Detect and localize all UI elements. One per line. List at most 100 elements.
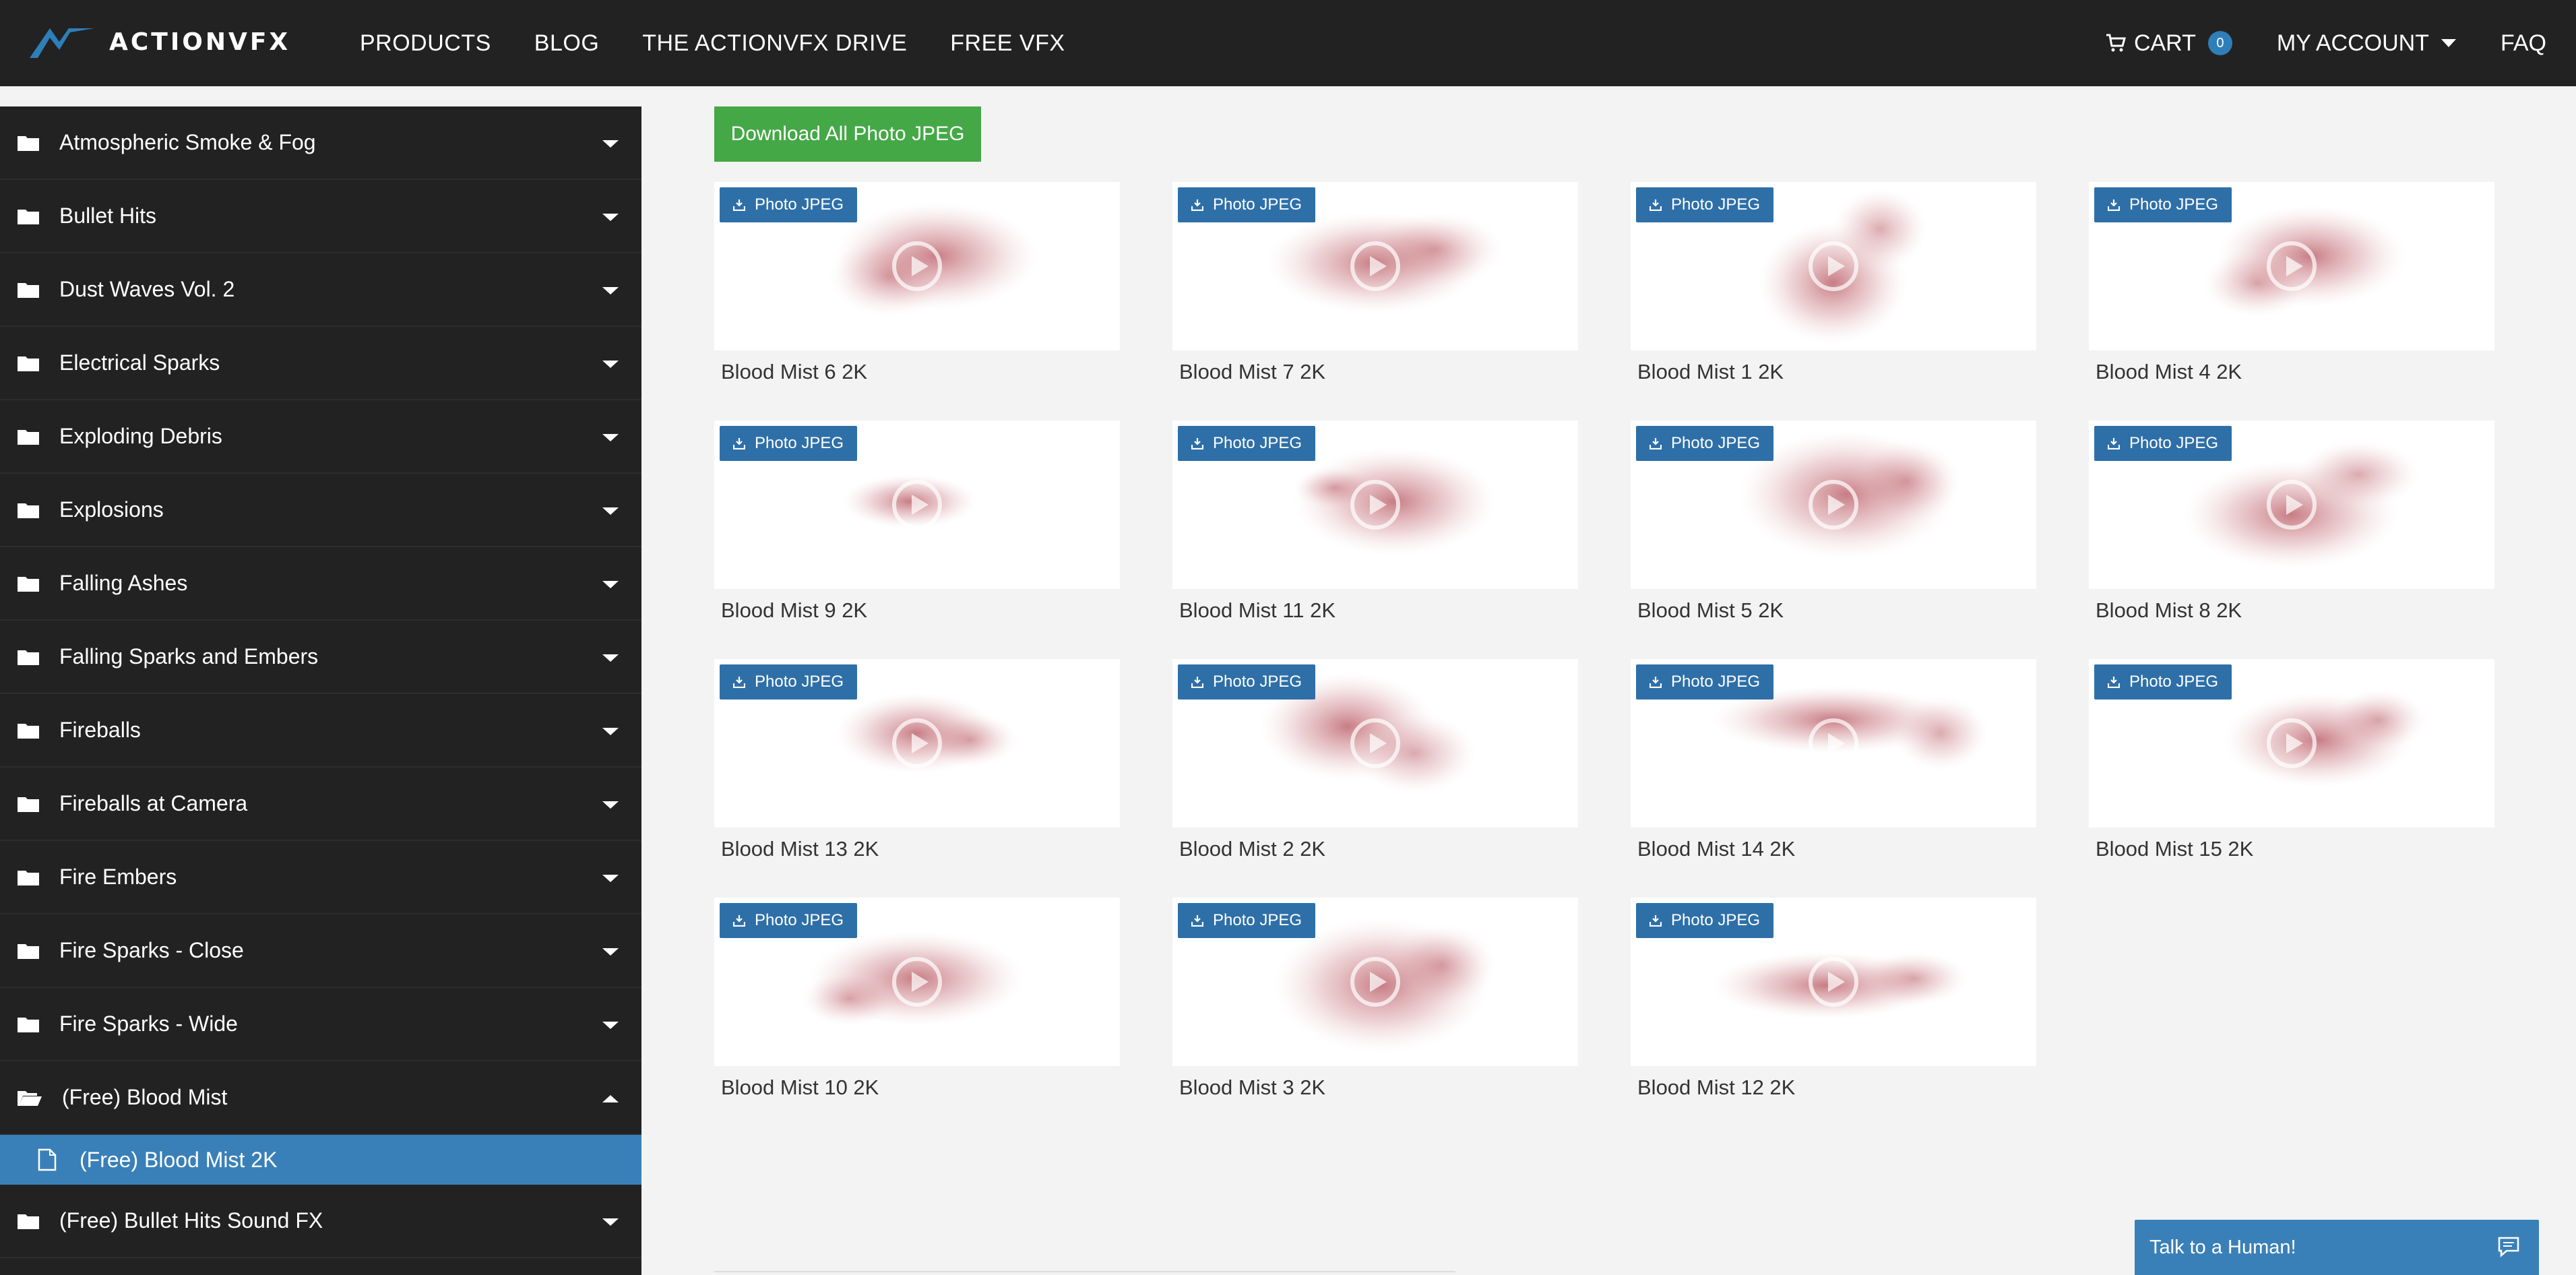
asset-title[interactable]: Blood Mist 9 2K bbox=[721, 598, 868, 622]
asset-card[interactable]: Photo JPEG Blood Mist 11 2K bbox=[1172, 421, 1578, 629]
play-icon[interactable] bbox=[1807, 478, 1860, 531]
asset-card[interactable]: Photo JPEG Blood Mist 8 2K bbox=[2089, 421, 2494, 629]
sidebar-category[interactable]: Fire Sparks - Close bbox=[0, 914, 641, 988]
cart-link[interactable]: CART 0 bbox=[2106, 30, 2232, 57]
nav-blog[interactable]: BLOG bbox=[534, 30, 600, 56]
asset-thumbnail[interactable]: Photo JPEG bbox=[1631, 182, 2036, 350]
play-icon[interactable] bbox=[2265, 478, 2318, 531]
asset-thumbnail[interactable]: Photo JPEG bbox=[1631, 898, 2036, 1066]
asset-card[interactable]: Photo JPEG Blood Mist 3 2K bbox=[1172, 898, 1578, 1107]
asset-card[interactable]: Photo JPEG Blood Mist 6 2K bbox=[714, 182, 1120, 391]
sidebar-category[interactable]: Atmospheric Smoke & Fog bbox=[0, 106, 641, 180]
logo[interactable]: ACTIONVFX bbox=[30, 23, 290, 61]
sidebar-category[interactable]: Fireballs at Camera bbox=[0, 768, 641, 841]
asset-thumbnail[interactable]: Photo JPEG bbox=[1631, 659, 2036, 828]
photo-jpeg-badge[interactable]: Photo JPEG bbox=[720, 187, 858, 222]
asset-card[interactable]: Photo JPEG Blood Mist 9 2K bbox=[714, 421, 1120, 629]
chat-widget[interactable]: Talk to a Human! bbox=[2135, 1220, 2539, 1275]
asset-thumbnail[interactable]: Photo JPEG bbox=[1172, 659, 1578, 828]
asset-title[interactable]: Blood Mist 4 2K bbox=[2096, 360, 2242, 383]
asset-card[interactable]: Photo JPEG Blood Mist 2 2K bbox=[1172, 659, 1578, 868]
photo-jpeg-badge[interactable]: Photo JPEG bbox=[1636, 187, 1774, 222]
asset-card[interactable]: Photo JPEG Blood Mist 13 2K bbox=[714, 659, 1120, 868]
asset-title[interactable]: Blood Mist 3 2K bbox=[1179, 1076, 1326, 1099]
asset-card[interactable]: Photo JPEG Blood Mist 7 2K bbox=[1172, 182, 1578, 391]
asset-thumbnail[interactable]: Photo JPEG bbox=[1631, 421, 2036, 589]
sidebar-category[interactable]: Fireballs bbox=[0, 694, 641, 768]
play-icon[interactable] bbox=[2265, 717, 2318, 770]
play-icon[interactable] bbox=[891, 717, 943, 770]
photo-jpeg-badge[interactable]: Photo JPEG bbox=[1178, 664, 1316, 699]
asset-card[interactable]: Photo JPEG Blood Mist 15 2K bbox=[2089, 659, 2494, 868]
my-account-menu[interactable]: MY ACCOUNT bbox=[2277, 30, 2456, 57]
asset-thumbnail[interactable]: Photo JPEG bbox=[714, 659, 1120, 828]
photo-jpeg-badge[interactable]: Photo JPEG bbox=[1636, 664, 1774, 699]
asset-title[interactable]: Blood Mist 11 2K bbox=[1179, 598, 1336, 622]
play-icon[interactable] bbox=[891, 478, 943, 531]
asset-thumbnail[interactable]: Photo JPEG bbox=[2089, 659, 2494, 828]
asset-card[interactable]: Photo JPEG Blood Mist 1 2K bbox=[1631, 182, 2036, 391]
play-icon[interactable] bbox=[1807, 717, 1860, 770]
asset-thumbnail[interactable]: Photo JPEG bbox=[714, 182, 1120, 350]
photo-jpeg-badge[interactable]: Photo JPEG bbox=[1178, 187, 1316, 222]
asset-title[interactable]: Blood Mist 7 2K bbox=[1179, 360, 1326, 383]
asset-title[interactable]: Blood Mist 10 2K bbox=[721, 1076, 879, 1099]
asset-title[interactable]: Blood Mist 8 2K bbox=[2096, 598, 2242, 622]
play-icon[interactable] bbox=[2265, 240, 2318, 292]
asset-title[interactable]: Blood Mist 12 2K bbox=[1637, 1076, 1796, 1099]
nav-faq[interactable]: FAQ bbox=[2500, 30, 2546, 56]
sidebar-category-open[interactable]: (Free) Blood Mist bbox=[0, 1061, 641, 1135]
photo-jpeg-badge[interactable]: Photo JPEG bbox=[720, 903, 858, 938]
asset-card[interactable]: Photo JPEG Blood Mist 12 2K bbox=[1631, 898, 2036, 1107]
asset-thumbnail[interactable]: Photo JPEG bbox=[2089, 182, 2494, 350]
asset-thumbnail[interactable]: Photo JPEG bbox=[1172, 898, 1578, 1066]
play-icon[interactable] bbox=[1807, 240, 1860, 292]
download-all-button[interactable]: Download All Photo JPEG bbox=[714, 106, 981, 162]
play-icon[interactable] bbox=[1349, 956, 1402, 1008]
nav-free-vfx[interactable]: FREE VFX bbox=[950, 30, 1065, 56]
asset-thumbnail[interactable]: Photo JPEG bbox=[1172, 421, 1578, 589]
asset-thumbnail[interactable]: Photo JPEG bbox=[714, 421, 1120, 589]
asset-title[interactable]: Blood Mist 15 2K bbox=[2096, 837, 2254, 861]
photo-jpeg-badge[interactable]: Photo JPEG bbox=[2094, 187, 2232, 222]
asset-thumbnail[interactable]: Photo JPEG bbox=[2089, 421, 2494, 589]
photo-jpeg-badge[interactable]: Photo JPEG bbox=[2094, 426, 2232, 461]
sidebar-category[interactable]: Falling Ashes bbox=[0, 547, 641, 621]
nav-actionvfx-drive[interactable]: THE ACTIONVFX DRIVE bbox=[642, 30, 908, 56]
sidebar-category[interactable]: Fire Sparks - Wide bbox=[0, 988, 641, 1061]
play-icon[interactable] bbox=[891, 956, 943, 1008]
photo-jpeg-badge[interactable]: Photo JPEG bbox=[1178, 426, 1316, 461]
photo-jpeg-badge[interactable]: Photo JPEG bbox=[1636, 903, 1774, 938]
photo-jpeg-badge[interactable]: Photo JPEG bbox=[1636, 426, 1774, 461]
asset-card[interactable]: Photo JPEG Blood Mist 10 2K bbox=[714, 898, 1120, 1107]
sidebar-category[interactable]: Falling Sparks and Embers bbox=[0, 621, 641, 694]
sidebar-category[interactable]: (Free) Bullet Hits Sound FX bbox=[0, 1185, 641, 1258]
asset-card[interactable]: Photo JPEG Blood Mist 4 2K bbox=[2089, 182, 2494, 391]
asset-card[interactable]: Photo JPEG Blood Mist 5 2K bbox=[1631, 421, 2036, 629]
sidebar-category[interactable]: Bullet Hits bbox=[0, 180, 641, 253]
asset-thumbnail[interactable]: Photo JPEG bbox=[714, 898, 1120, 1066]
play-icon[interactable] bbox=[891, 240, 943, 292]
play-icon[interactable] bbox=[1349, 717, 1402, 770]
sidebar-category[interactable]: Exploding Debris bbox=[0, 400, 641, 474]
asset-title[interactable]: Blood Mist 13 2K bbox=[721, 837, 879, 861]
sidebar-subitem-active[interactable]: (Free) Blood Mist 2K bbox=[0, 1135, 641, 1185]
asset-title[interactable]: Blood Mist 2 2K bbox=[1179, 837, 1326, 861]
play-icon[interactable] bbox=[1349, 478, 1402, 531]
photo-jpeg-badge[interactable]: Photo JPEG bbox=[720, 426, 858, 461]
sidebar-category[interactable]: Dust Waves Vol. 2 bbox=[0, 253, 641, 327]
asset-title[interactable]: Blood Mist 14 2K bbox=[1637, 837, 1796, 861]
asset-title[interactable]: Blood Mist 6 2K bbox=[721, 360, 868, 383]
asset-thumbnail[interactable]: Photo JPEG bbox=[1172, 182, 1578, 350]
photo-jpeg-badge[interactable]: Photo JPEG bbox=[720, 664, 858, 699]
play-icon[interactable] bbox=[1349, 240, 1402, 292]
asset-title[interactable]: Blood Mist 5 2K bbox=[1637, 598, 1784, 622]
asset-card[interactable]: Photo JPEG Blood Mist 14 2K bbox=[1631, 659, 2036, 868]
sidebar-category[interactable]: Electrical Sparks bbox=[0, 327, 641, 400]
sidebar-category[interactable]: Fire Embers bbox=[0, 841, 641, 914]
asset-title[interactable]: Blood Mist 1 2K bbox=[1637, 360, 1784, 383]
photo-jpeg-badge[interactable]: Photo JPEG bbox=[2094, 664, 2232, 699]
nav-products[interactable]: PRODUCTS bbox=[360, 30, 491, 56]
play-icon[interactable] bbox=[1807, 956, 1860, 1008]
sidebar-category[interactable]: Explosions bbox=[0, 474, 641, 547]
